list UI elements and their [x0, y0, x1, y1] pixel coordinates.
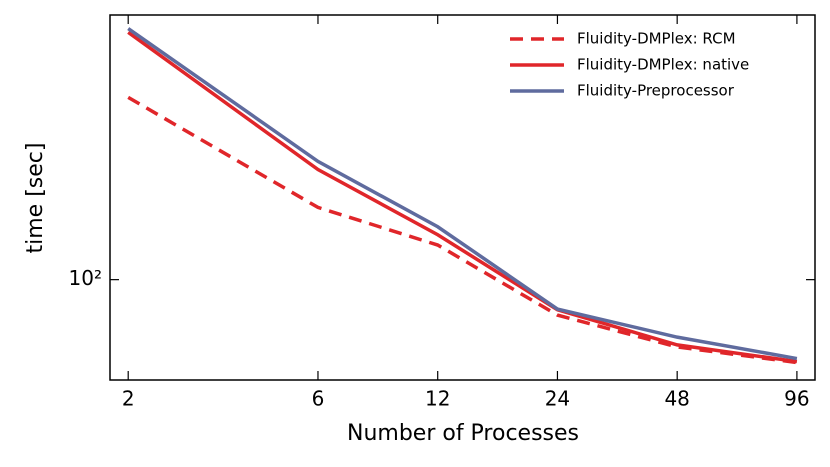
x-tick-label: 2 [122, 387, 135, 411]
legend-label: Fluidity-Preprocessor [577, 82, 735, 100]
legend-label: Fluidity-DMPlex: RCM [577, 30, 736, 48]
x-tick-label: 48 [664, 387, 689, 411]
series-line [127, 27, 798, 361]
legend-label: Fluidity-DMPlex: native [577, 56, 749, 74]
x-tick-label: 12 [425, 387, 450, 411]
y-tick-label: 10² [69, 266, 102, 290]
x-tick-label: 6 [312, 387, 325, 411]
plot-frame [109, 14, 816, 381]
x-axis-label: Number of Processes [347, 421, 579, 446]
series-line [127, 95, 798, 365]
x-tick-label: 24 [545, 387, 570, 411]
series-line [127, 30, 798, 364]
y-axis-label: time [sec] [23, 143, 48, 254]
x-tick-label: 96 [784, 387, 809, 411]
